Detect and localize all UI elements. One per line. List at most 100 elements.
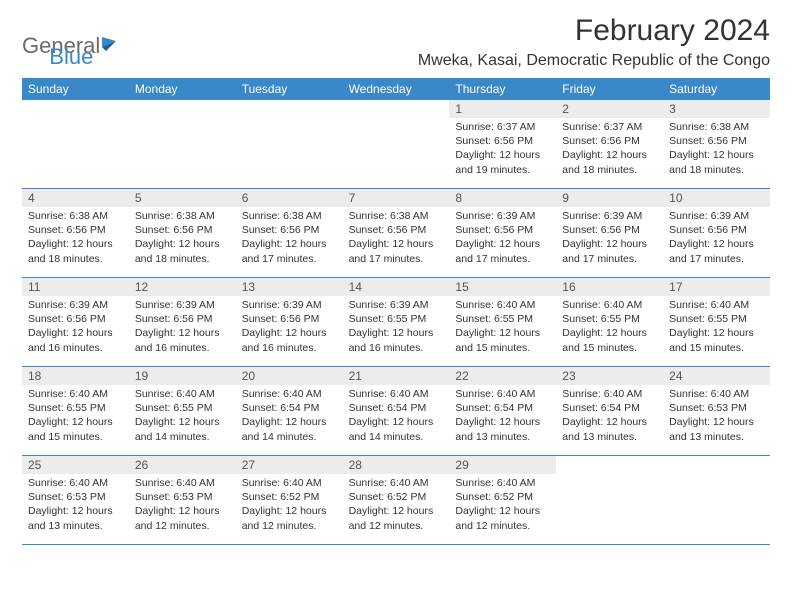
day-details: Sunrise: 6:40 AMSunset: 6:54 PMDaylight:… — [556, 385, 663, 448]
sunset-line: Sunset: 6:55 PM — [349, 312, 444, 326]
day-details: Sunrise: 6:38 AMSunset: 6:56 PMDaylight:… — [343, 207, 450, 270]
calendar-week: 18Sunrise: 6:40 AMSunset: 6:55 PMDayligh… — [22, 367, 770, 456]
calendar-cell: 5Sunrise: 6:38 AMSunset: 6:56 PMDaylight… — [129, 189, 236, 277]
day-details: Sunrise: 6:39 AMSunset: 6:56 PMDaylight:… — [236, 296, 343, 359]
daylight-line: Daylight: 12 hours and 12 minutes. — [349, 504, 444, 532]
logo: General Blue — [22, 14, 93, 70]
daylight-line: Daylight: 12 hours and 17 minutes. — [669, 237, 764, 265]
date-number: 27 — [236, 456, 343, 474]
day-details: Sunrise: 6:40 AMSunset: 6:54 PMDaylight:… — [343, 385, 450, 448]
sunrise-line: Sunrise: 6:39 AM — [669, 209, 764, 223]
sunrise-line: Sunrise: 6:40 AM — [455, 387, 550, 401]
day-details: Sunrise: 6:39 AMSunset: 6:56 PMDaylight:… — [22, 296, 129, 359]
day-details: Sunrise: 6:40 AMSunset: 6:54 PMDaylight:… — [236, 385, 343, 448]
sunrise-line: Sunrise: 6:38 AM — [242, 209, 337, 223]
day-details: Sunrise: 6:40 AMSunset: 6:55 PMDaylight:… — [663, 296, 770, 359]
date-number: 8 — [449, 189, 556, 207]
sunrise-line: Sunrise: 6:37 AM — [562, 120, 657, 134]
sunset-line: Sunset: 6:52 PM — [349, 490, 444, 504]
daylight-line: Daylight: 12 hours and 12 minutes. — [135, 504, 230, 532]
calendar-cell: 12Sunrise: 6:39 AMSunset: 6:56 PMDayligh… — [129, 278, 236, 366]
page-header: General Blue February 2024 Mweka, Kasai,… — [22, 14, 770, 70]
calendar-cell: 4Sunrise: 6:38 AMSunset: 6:56 PMDaylight… — [22, 189, 129, 277]
daylight-line: Daylight: 12 hours and 18 minutes. — [28, 237, 123, 265]
day-details: Sunrise: 6:39 AMSunset: 6:56 PMDaylight:… — [449, 207, 556, 270]
weekday-header: Monday — [129, 78, 236, 100]
weekday-header: Sunday — [22, 78, 129, 100]
calendar-cell: 22Sunrise: 6:40 AMSunset: 6:54 PMDayligh… — [449, 367, 556, 455]
calendar-cell: 1Sunrise: 6:37 AMSunset: 6:56 PMDaylight… — [449, 100, 556, 188]
calendar-cell: 19Sunrise: 6:40 AMSunset: 6:55 PMDayligh… — [129, 367, 236, 455]
date-number: 4 — [22, 189, 129, 207]
calendar-cell: 21Sunrise: 6:40 AMSunset: 6:54 PMDayligh… — [343, 367, 450, 455]
date-number: 10 — [663, 189, 770, 207]
sunrise-line: Sunrise: 6:39 AM — [135, 298, 230, 312]
title-block: February 2024 Mweka, Kasai, Democratic R… — [418, 14, 770, 70]
calendar-cell: 28Sunrise: 6:40 AMSunset: 6:52 PMDayligh… — [343, 456, 450, 544]
sunset-line: Sunset: 6:56 PM — [455, 223, 550, 237]
daylight-line: Daylight: 12 hours and 12 minutes. — [242, 504, 337, 532]
sunrise-line: Sunrise: 6:38 AM — [135, 209, 230, 223]
sunset-line: Sunset: 6:56 PM — [135, 223, 230, 237]
daylight-line: Daylight: 12 hours and 13 minutes. — [455, 415, 550, 443]
sunrise-line: Sunrise: 6:40 AM — [28, 387, 123, 401]
date-number: 20 — [236, 367, 343, 385]
calendar-cell: 16Sunrise: 6:40 AMSunset: 6:55 PMDayligh… — [556, 278, 663, 366]
calendar-cell: 20Sunrise: 6:40 AMSunset: 6:54 PMDayligh… — [236, 367, 343, 455]
sunrise-line: Sunrise: 6:40 AM — [135, 476, 230, 490]
daylight-line: Daylight: 12 hours and 17 minutes. — [562, 237, 657, 265]
sunset-line: Sunset: 6:54 PM — [242, 401, 337, 415]
sunrise-line: Sunrise: 6:40 AM — [242, 476, 337, 490]
day-details: Sunrise: 6:40 AMSunset: 6:52 PMDaylight:… — [236, 474, 343, 537]
sunset-line: Sunset: 6:56 PM — [669, 223, 764, 237]
day-details: Sunrise: 6:37 AMSunset: 6:56 PMDaylight:… — [449, 118, 556, 181]
month-title: February 2024 — [418, 14, 770, 48]
sunset-line: Sunset: 6:55 PM — [135, 401, 230, 415]
sunset-line: Sunset: 6:52 PM — [242, 490, 337, 504]
daylight-line: Daylight: 12 hours and 14 minutes. — [349, 415, 444, 443]
sunrise-line: Sunrise: 6:37 AM — [455, 120, 550, 134]
day-details: Sunrise: 6:39 AMSunset: 6:56 PMDaylight:… — [556, 207, 663, 270]
date-number: 9 — [556, 189, 663, 207]
calendar-cell: 17Sunrise: 6:40 AMSunset: 6:55 PMDayligh… — [663, 278, 770, 366]
calendar-cell: 15Sunrise: 6:40 AMSunset: 6:55 PMDayligh… — [449, 278, 556, 366]
day-details: Sunrise: 6:40 AMSunset: 6:55 PMDaylight:… — [556, 296, 663, 359]
sunset-line: Sunset: 6:54 PM — [562, 401, 657, 415]
daylight-line: Daylight: 12 hours and 15 minutes. — [455, 326, 550, 354]
daylight-line: Daylight: 12 hours and 13 minutes. — [28, 504, 123, 532]
sunrise-line: Sunrise: 6:40 AM — [28, 476, 123, 490]
weekday-header: Saturday — [663, 78, 770, 100]
sunset-line: Sunset: 6:56 PM — [562, 223, 657, 237]
date-number: 22 — [449, 367, 556, 385]
weekday-header-row: SundayMondayTuesdayWednesdayThursdayFrid… — [22, 78, 770, 100]
calendar-cell: 2Sunrise: 6:37 AMSunset: 6:56 PMDaylight… — [556, 100, 663, 188]
daylight-line: Daylight: 12 hours and 14 minutes. — [135, 415, 230, 443]
sunset-line: Sunset: 6:56 PM — [669, 134, 764, 148]
date-number: 14 — [343, 278, 450, 296]
day-details: Sunrise: 6:40 AMSunset: 6:55 PMDaylight:… — [449, 296, 556, 359]
weekday-header: Thursday — [449, 78, 556, 100]
calendar-cell — [663, 456, 770, 544]
calendar-cell — [22, 100, 129, 188]
day-details: Sunrise: 6:40 AMSunset: 6:52 PMDaylight:… — [343, 474, 450, 537]
sunset-line: Sunset: 6:56 PM — [28, 312, 123, 326]
sunrise-line: Sunrise: 6:40 AM — [455, 476, 550, 490]
date-number: 7 — [343, 189, 450, 207]
sunset-line: Sunset: 6:53 PM — [669, 401, 764, 415]
daylight-line: Daylight: 12 hours and 16 minutes. — [242, 326, 337, 354]
sunrise-line: Sunrise: 6:40 AM — [349, 387, 444, 401]
day-details: Sunrise: 6:38 AMSunset: 6:56 PMDaylight:… — [236, 207, 343, 270]
date-number: 12 — [129, 278, 236, 296]
sunset-line: Sunset: 6:56 PM — [349, 223, 444, 237]
calendar-cell: 24Sunrise: 6:40 AMSunset: 6:53 PMDayligh… — [663, 367, 770, 455]
sunset-line: Sunset: 6:53 PM — [28, 490, 123, 504]
weekday-header: Tuesday — [236, 78, 343, 100]
calendar-cell — [556, 456, 663, 544]
location: Mweka, Kasai, Democratic Republic of the… — [418, 52, 770, 70]
calendar-week: 11Sunrise: 6:39 AMSunset: 6:56 PMDayligh… — [22, 278, 770, 367]
day-details: Sunrise: 6:39 AMSunset: 6:56 PMDaylight:… — [129, 296, 236, 359]
date-number: 16 — [556, 278, 663, 296]
calendar-cell — [129, 100, 236, 188]
sunset-line: Sunset: 6:56 PM — [28, 223, 123, 237]
daylight-line: Daylight: 12 hours and 13 minutes. — [669, 415, 764, 443]
